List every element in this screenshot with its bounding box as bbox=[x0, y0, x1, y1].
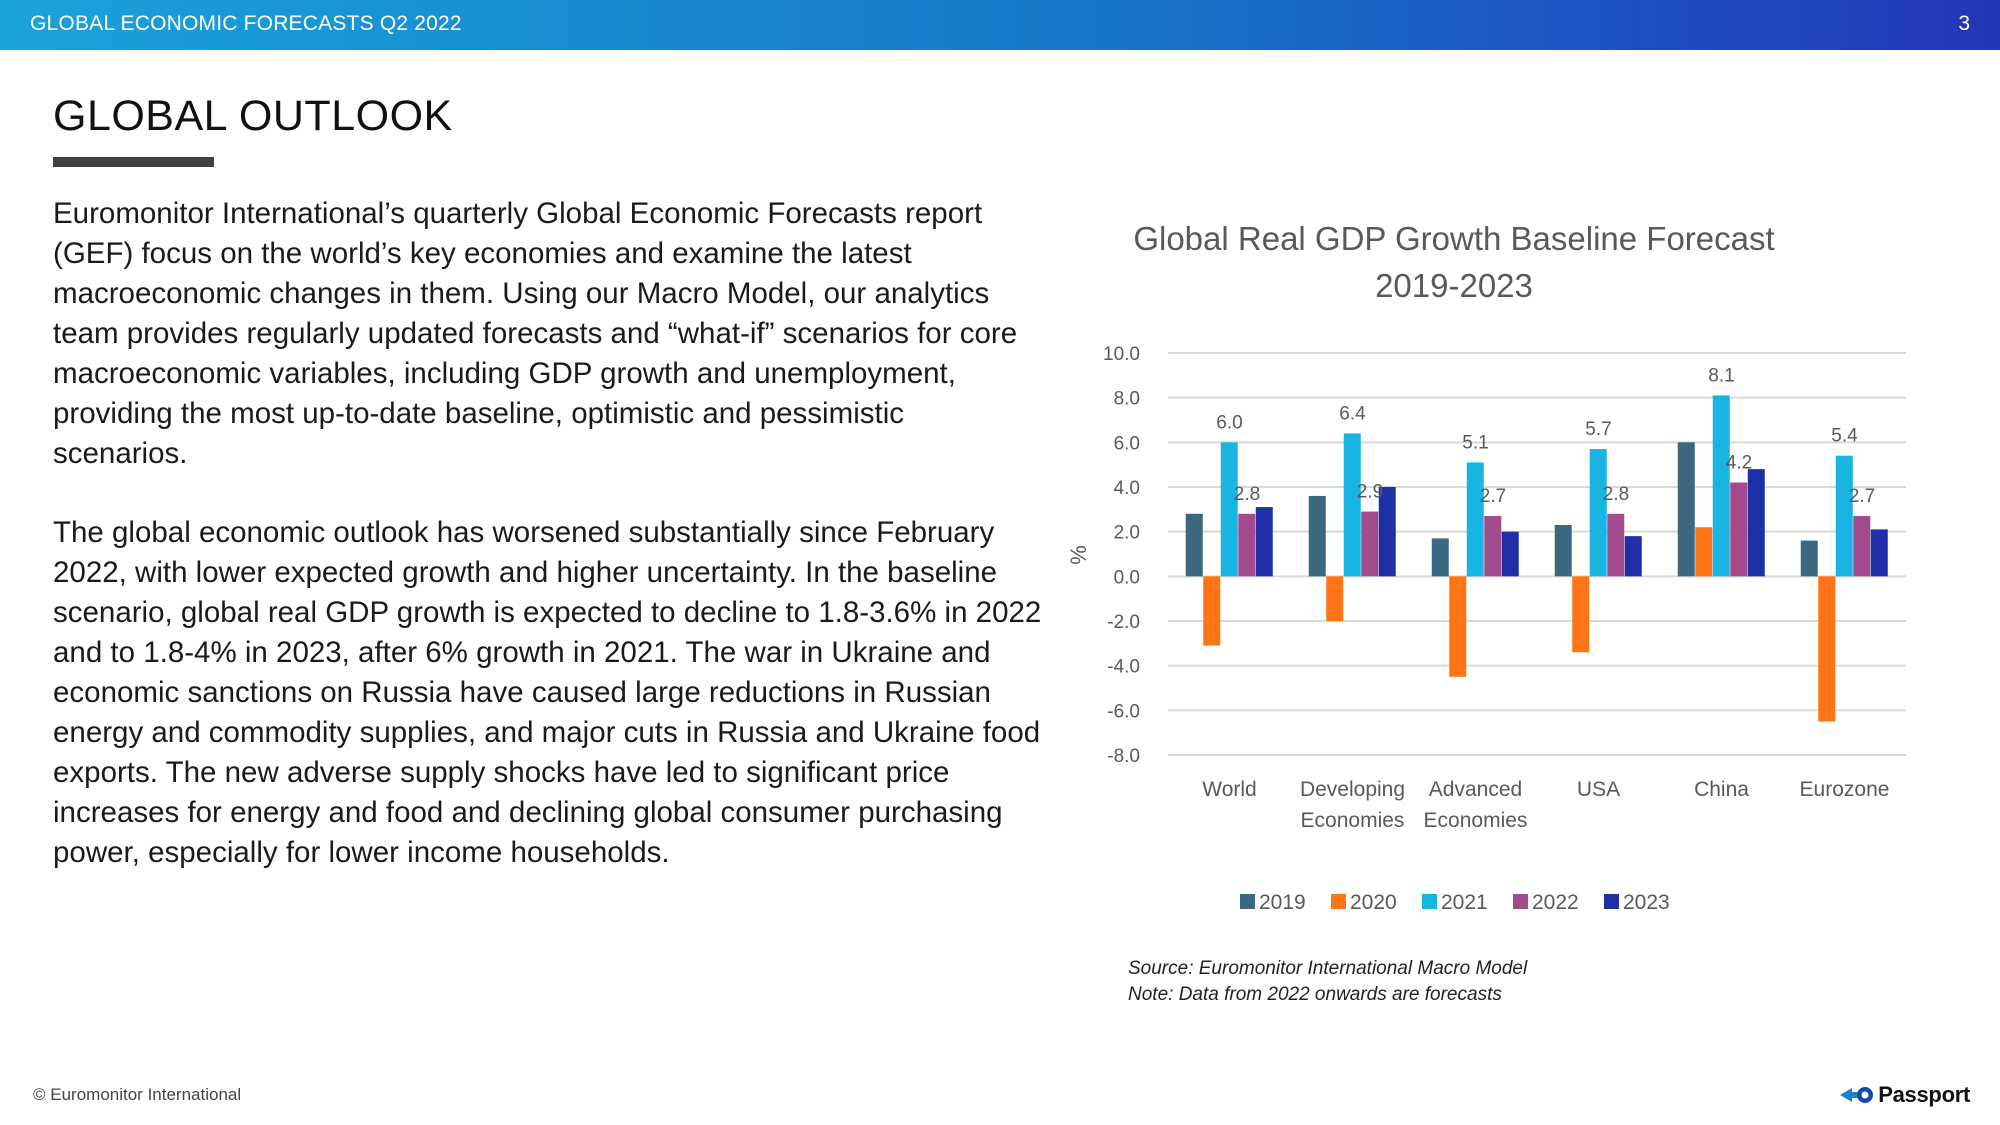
bar-2021-3 bbox=[1589, 449, 1607, 577]
x-tick-label: World bbox=[1202, 778, 1256, 801]
legend-swatch-2019 bbox=[1240, 894, 1255, 909]
bar-2021-0 bbox=[1220, 442, 1238, 577]
outlook-paragraph: The global economic outlook has worsened… bbox=[53, 516, 1042, 869]
bar-2019-5 bbox=[1800, 540, 1818, 577]
legend-label-2022: 2022 bbox=[1532, 891, 1579, 914]
bar-2021-5 bbox=[1835, 455, 1853, 577]
bar-2023-4 bbox=[1747, 469, 1765, 577]
y-tick-label: 8.0 bbox=[1114, 389, 1140, 410]
data-label-2022: 4.2 bbox=[1726, 453, 1752, 474]
data-label-2021: 6.0 bbox=[1216, 412, 1242, 433]
passport-logo-icon bbox=[1840, 1087, 1874, 1103]
x-tick-label: China bbox=[1694, 778, 1749, 801]
x-tick-label: USA bbox=[1577, 778, 1620, 801]
header-bar: GLOBAL ECONOMIC FORECASTS Q2 2022 3 bbox=[0, 0, 2000, 50]
gdp-growth-chart: Global Real GDP Growth Baseline Forecast… bbox=[1066, 220, 1906, 914]
data-label-2022: 2.7 bbox=[1849, 486, 1875, 507]
chart-bars bbox=[1185, 395, 1888, 722]
data-label-2022: 2.7 bbox=[1480, 486, 1506, 507]
legend-label-2020: 2020 bbox=[1350, 891, 1397, 914]
data-label-2022: 2.8 bbox=[1603, 484, 1629, 505]
page-number: 3 bbox=[1958, 12, 1970, 35]
chart-grid bbox=[1168, 352, 1906, 756]
y-tick-label: 6.0 bbox=[1114, 433, 1140, 454]
note-line: Note: Data from 2022 onwards are forecas… bbox=[1128, 984, 1502, 1005]
title-underline bbox=[53, 157, 214, 167]
x-axis-labels: World Developing Economies Advanced Economie… bbox=[1202, 778, 1889, 832]
y-axis-ticks: 10.0 8.0 6.0 4.0 2.0 0.0 -2.0 -4.0 -6.0 -8.0 bbox=[1103, 344, 1140, 767]
bar-2020-1 bbox=[1326, 576, 1344, 621]
bar-2019-1 bbox=[1308, 495, 1326, 577]
bar-2020-0 bbox=[1203, 576, 1221, 646]
bar-2019-2 bbox=[1431, 538, 1449, 577]
bar-2023-5 bbox=[1870, 529, 1888, 577]
bar-2022-0 bbox=[1238, 513, 1256, 577]
intro-paragraph: Euromonitor International’s quarterly Gl… bbox=[53, 197, 1018, 470]
bar-2023-0 bbox=[1255, 507, 1273, 577]
data-label-2022: 2.9 bbox=[1357, 482, 1383, 503]
bar-2020-5 bbox=[1818, 576, 1836, 722]
copyright: © Euromonitor International bbox=[33, 1085, 242, 1104]
y-tick-label: 10.0 bbox=[1103, 344, 1140, 365]
y-tick-label: -8.0 bbox=[1107, 746, 1140, 767]
y-tick-label: -6.0 bbox=[1107, 701, 1140, 722]
bar-2022-3 bbox=[1607, 513, 1625, 577]
legend-swatch-2023 bbox=[1604, 894, 1619, 909]
chart-subtitle: 2019-2023 bbox=[1375, 267, 1533, 304]
data-label-2021: 5.7 bbox=[1585, 419, 1611, 440]
passport-logo: Passport bbox=[1838, 1082, 1970, 1108]
y-tick-label: 2.0 bbox=[1114, 523, 1140, 544]
legend-label-2021: 2021 bbox=[1441, 891, 1488, 914]
data-label-2021: 8.1 bbox=[1708, 365, 1734, 386]
legend-swatch-2022 bbox=[1513, 894, 1528, 909]
y-tick-label: 0.0 bbox=[1114, 567, 1140, 588]
page-title: GLOBAL OUTLOOK bbox=[53, 92, 453, 140]
legend-label-2019: 2019 bbox=[1259, 891, 1306, 914]
bar-2023-1 bbox=[1378, 487, 1396, 577]
legend-label-2023: 2023 bbox=[1623, 891, 1670, 914]
x-tick-label: Advanced bbox=[1429, 778, 1522, 801]
bar-2022-1 bbox=[1361, 511, 1379, 577]
data-label-2021: 5.4 bbox=[1831, 426, 1858, 447]
data-label-2021: 5.1 bbox=[1462, 432, 1488, 453]
bar-2023-2 bbox=[1501, 531, 1519, 577]
bar-2020-2 bbox=[1449, 576, 1467, 677]
data-label-2022: 2.8 bbox=[1234, 484, 1260, 505]
y-tick-label: 4.0 bbox=[1114, 478, 1140, 499]
legend-swatch-2021 bbox=[1422, 894, 1437, 909]
bar-2023-3 bbox=[1624, 536, 1642, 577]
bar-2022-5 bbox=[1853, 516, 1871, 577]
report-title: GLOBAL ECONOMIC FORECASTS Q2 2022 bbox=[30, 12, 462, 35]
x-tick-label: Economies bbox=[1424, 809, 1528, 832]
bar-2021-1 bbox=[1343, 433, 1361, 577]
source-note: Source: Euromonitor International Macro … bbox=[1128, 956, 1527, 1008]
bar-2022-2 bbox=[1484, 516, 1502, 577]
bar-2020-4 bbox=[1695, 527, 1713, 577]
bar-2019-3 bbox=[1554, 524, 1572, 577]
chart-legend: 2019 2020 2021 2022 2023 bbox=[1240, 891, 1670, 914]
bar-2022-4 bbox=[1730, 482, 1748, 577]
x-tick-label: Developing bbox=[1300, 778, 1405, 801]
legend-swatch-2020 bbox=[1331, 894, 1346, 909]
bar-2021-4 bbox=[1712, 395, 1730, 577]
bar-2021-2 bbox=[1466, 462, 1484, 577]
x-tick-label: Eurozone bbox=[1800, 778, 1890, 801]
source-line: Source: Euromonitor International Macro … bbox=[1128, 958, 1528, 979]
data-label-2021: 6.4 bbox=[1339, 403, 1366, 424]
passport-logo-text: Passport bbox=[1878, 1082, 1970, 1107]
chart-title: Global Real GDP Growth Baseline Forecast bbox=[1133, 220, 1774, 257]
bar-2019-0 bbox=[1185, 513, 1203, 577]
y-tick-label: -2.0 bbox=[1107, 612, 1140, 633]
bar-2019-4 bbox=[1677, 442, 1695, 577]
bar-2020-3 bbox=[1572, 576, 1590, 653]
y-axis-label: % bbox=[1066, 545, 1091, 565]
data-labels: 6.0 2.8 6.4 2.9 5.1 2.7 5.7 2.8 8.1 4.2 5.4 2.7 bbox=[1216, 365, 1875, 507]
x-tick-label: Economies bbox=[1301, 809, 1405, 832]
y-tick-label: -4.0 bbox=[1107, 657, 1140, 678]
